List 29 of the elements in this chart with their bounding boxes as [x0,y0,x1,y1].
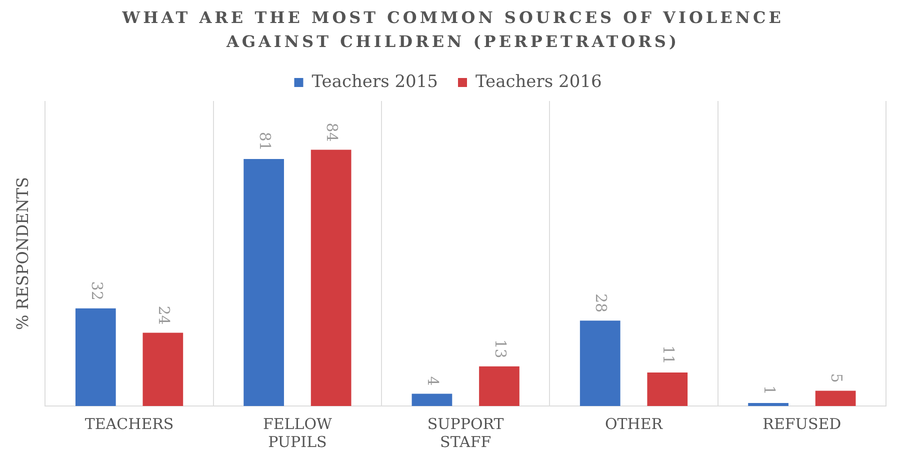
x-tick-label: SUPPORT STAFF [427,414,504,451]
bar [75,308,116,406]
data-label: 84 [323,122,342,142]
bar [815,390,856,406]
x-tick-label: FELLOW PUPILS [262,414,333,451]
bar [244,158,284,406]
legend-label: Teachers 2016 [476,72,602,92]
data-label: 13 [491,339,510,358]
y-axis-title: % RESPONDENTS [12,177,32,330]
bar [479,366,520,406]
legend-label: Teachers 2015 [312,72,438,92]
x-tick-label: OTHER [604,414,664,433]
bar [412,394,452,406]
bar [580,320,620,406]
data-label: 28 [592,294,610,313]
data-label: 32 [88,281,106,300]
data-label: 4 [424,376,442,386]
bar [142,332,184,406]
x-tick-label: REFUSED [762,414,842,433]
bar [647,372,688,406]
chart-title: WHAT ARE THE MOST COMMON SOURCES OF VIOLENCE AGAINST CHILDREN (PERPETRATORS) [121,7,785,53]
data-label: 81 [256,132,274,151]
data-label: 5 [828,373,846,383]
data-label: 11 [660,345,678,364]
data-label: 1 [760,385,778,395]
x-tick-label: TEACHERS [84,414,174,433]
bar [310,150,352,406]
bar [748,402,788,406]
data-label: 24 [155,306,174,325]
